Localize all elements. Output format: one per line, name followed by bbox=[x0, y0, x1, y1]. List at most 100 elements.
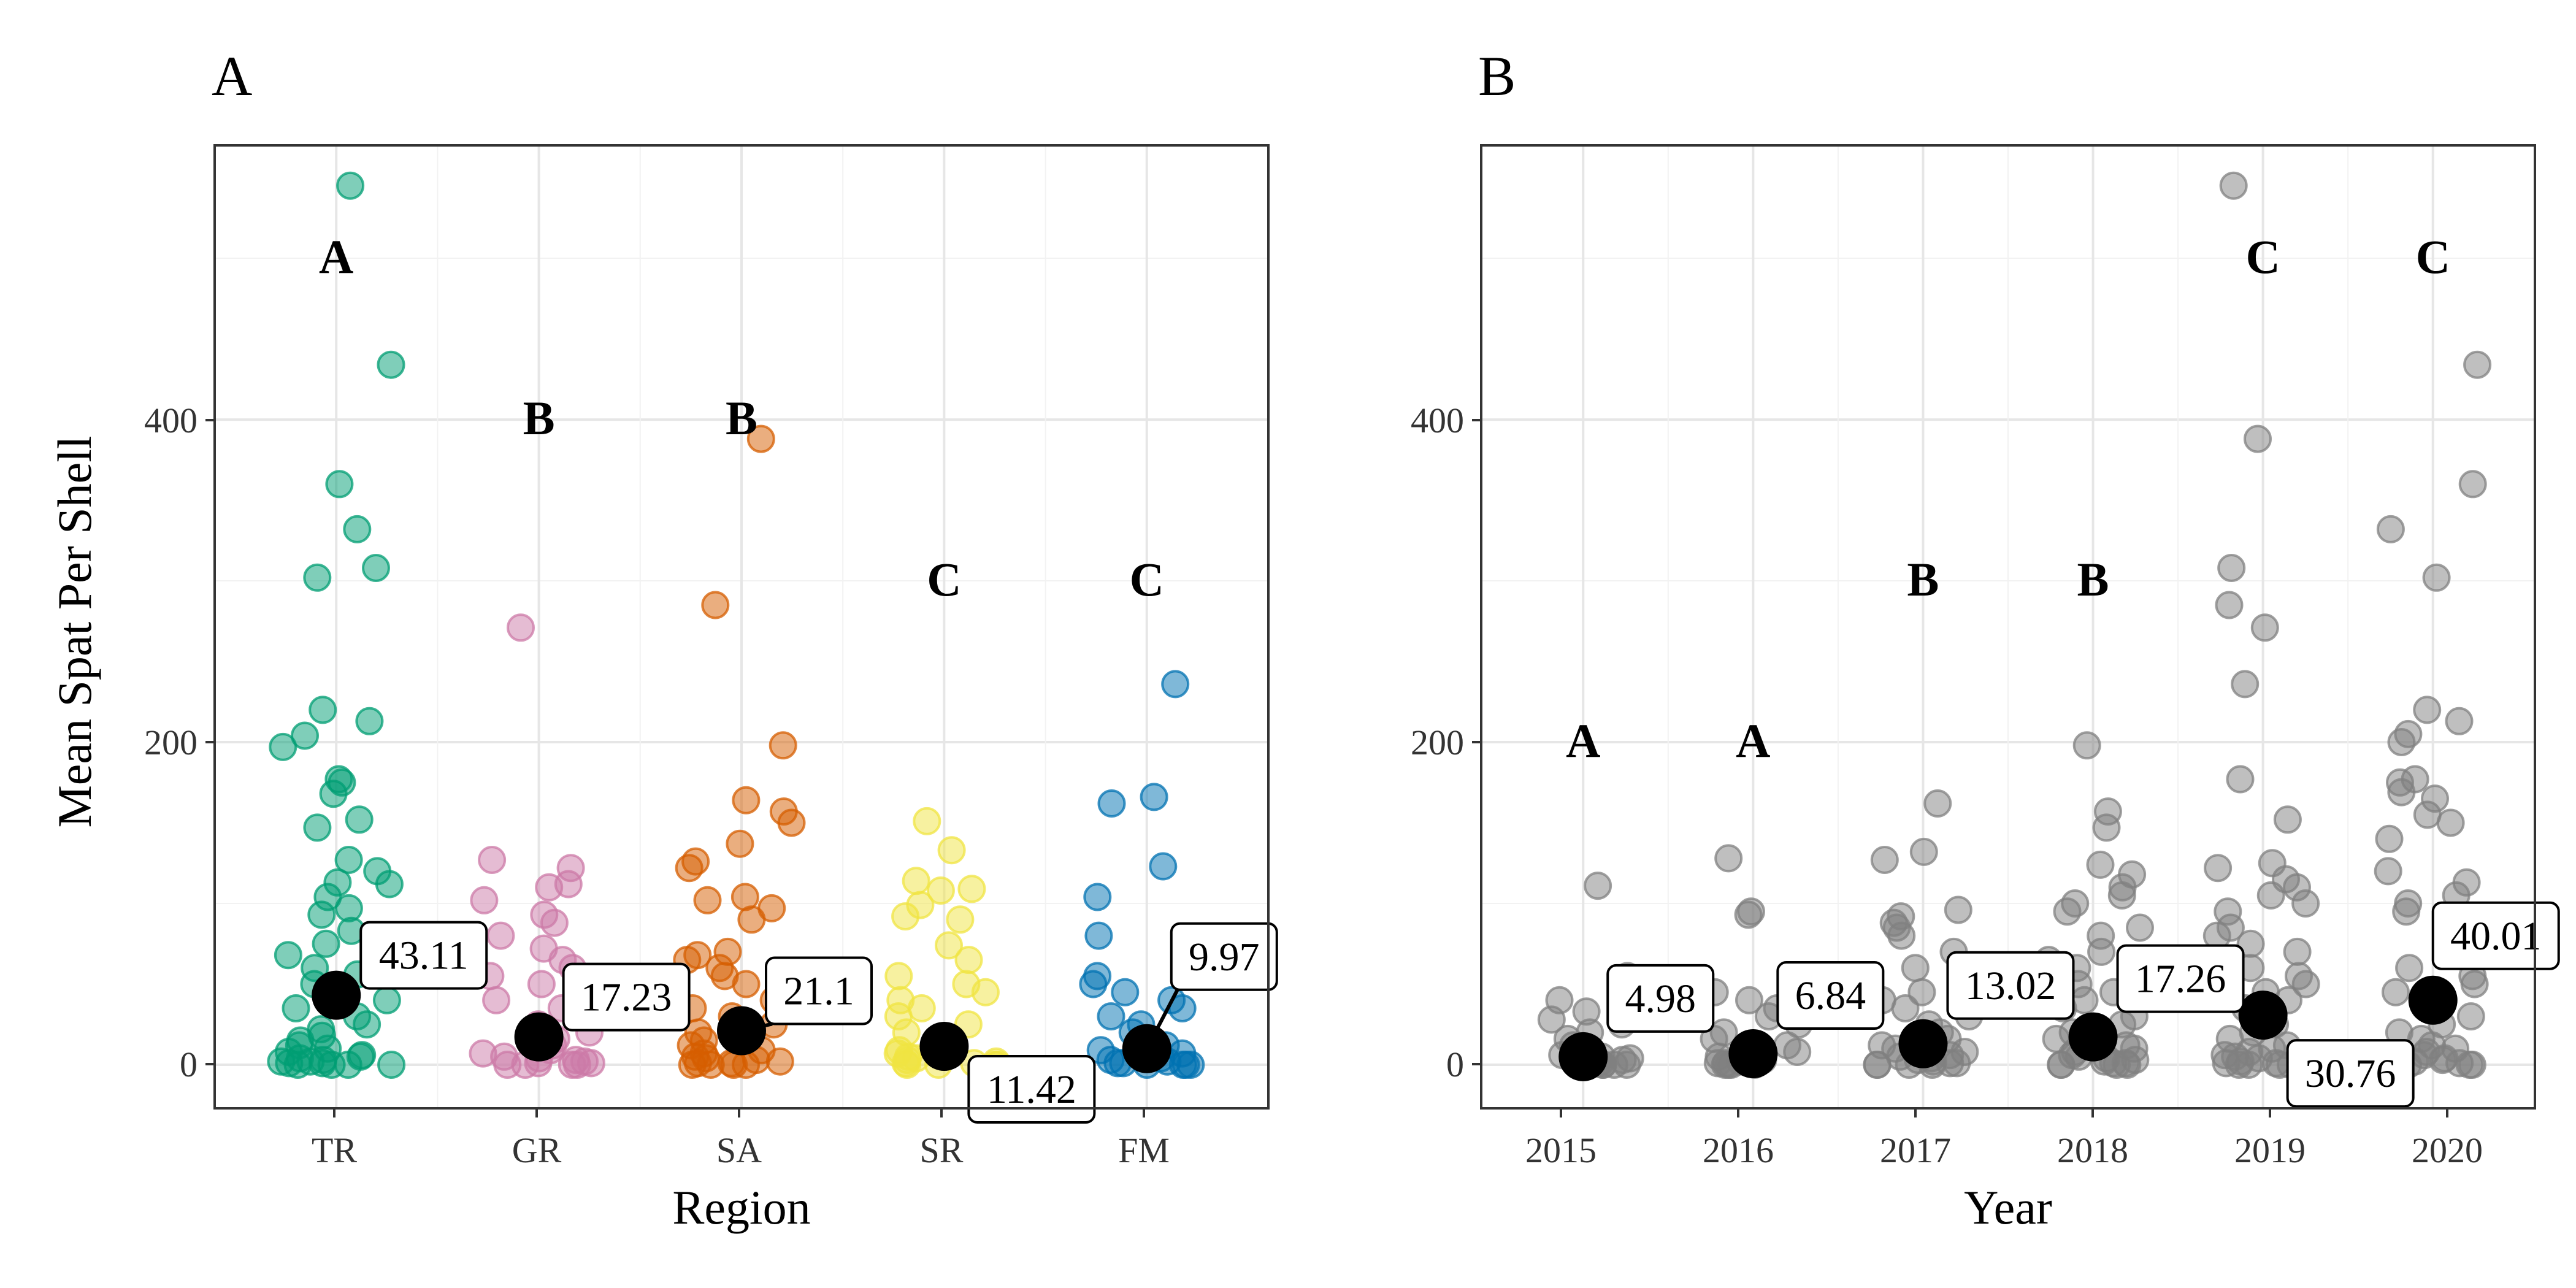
data-point bbox=[2094, 815, 2120, 840]
significance-letter: A bbox=[319, 230, 353, 283]
data-point bbox=[2221, 173, 2247, 199]
significance-letter: A bbox=[1736, 714, 1770, 767]
data-point bbox=[727, 831, 753, 857]
data-point bbox=[1098, 1003, 1124, 1029]
data-point bbox=[2258, 883, 2284, 908]
data-point bbox=[483, 987, 509, 1013]
data-point bbox=[2375, 858, 2401, 884]
data-point bbox=[2447, 708, 2472, 734]
data-point bbox=[2457, 1052, 2483, 1078]
data-point bbox=[2236, 1052, 2261, 1078]
data-point bbox=[347, 807, 372, 832]
data-point bbox=[2048, 1052, 2074, 1078]
data-point bbox=[1925, 791, 1950, 816]
data-point bbox=[1150, 854, 1176, 880]
mean-label: 30.76 bbox=[2305, 1051, 2396, 1096]
mean-label: 6.84 bbox=[1795, 973, 1866, 1018]
mean-label: 11.42 bbox=[987, 1067, 1076, 1112]
y-axis-title: Mean Spat Per Shell bbox=[48, 435, 101, 827]
significance-letter: C bbox=[2245, 230, 2280, 283]
data-point bbox=[1585, 873, 1611, 899]
significance-letter: C bbox=[1130, 553, 1164, 606]
mean-marker bbox=[2239, 991, 2288, 1040]
data-point bbox=[738, 907, 764, 932]
data-point bbox=[914, 808, 940, 834]
significance-letter: C bbox=[2416, 230, 2450, 283]
data-point bbox=[564, 1052, 590, 1078]
data-point bbox=[1080, 972, 1106, 997]
panel-b: B A AB BC C 4.98 6.84 13.02 17.2630.7640.01 0 … bbox=[1411, 45, 2559, 1234]
data-point bbox=[374, 987, 400, 1013]
panel-b-x-ticks: 2015 2016 2017 2018 2019 2020 bbox=[1525, 1108, 2483, 1170]
significance-letter: A bbox=[1566, 714, 1600, 767]
data-point bbox=[2127, 915, 2153, 941]
data-point bbox=[770, 732, 796, 758]
data-point bbox=[2396, 955, 2422, 981]
data-point bbox=[886, 963, 911, 989]
data-point bbox=[909, 995, 935, 1021]
significance-letter: B bbox=[1907, 553, 1939, 606]
data-point bbox=[1944, 1050, 1969, 1076]
data-point bbox=[2293, 891, 2318, 916]
panel-a-ytick-0: 0 bbox=[180, 1045, 197, 1084]
data-point bbox=[1893, 995, 1919, 1021]
data-point bbox=[1086, 923, 1111, 949]
data-point bbox=[2088, 852, 2114, 878]
data-point bbox=[721, 1052, 746, 1078]
data-point bbox=[270, 734, 296, 760]
panel-b-x-axis-title: Year bbox=[1964, 1181, 2052, 1234]
data-point bbox=[2438, 810, 2464, 836]
panel-b-y-ticks: 0 200 400 bbox=[1411, 401, 1481, 1084]
panel-a-ytick-200: 200 bbox=[144, 723, 197, 762]
data-point bbox=[529, 972, 554, 997]
data-point bbox=[304, 565, 330, 591]
data-point bbox=[894, 1052, 920, 1078]
data-point bbox=[939, 837, 965, 863]
data-point bbox=[2424, 565, 2450, 591]
data-point bbox=[2217, 592, 2242, 618]
panel-b-tag: B bbox=[1478, 45, 1516, 107]
data-point bbox=[2460, 471, 2486, 497]
data-point bbox=[2388, 780, 2414, 805]
data-point bbox=[767, 1049, 793, 1075]
panel-b-xtick-2018: 2018 bbox=[2057, 1130, 2128, 1170]
data-point bbox=[903, 868, 929, 894]
data-point bbox=[377, 872, 402, 897]
data-point bbox=[734, 972, 759, 997]
data-point bbox=[1888, 923, 1914, 949]
panel-a-xtick-tr: TR bbox=[312, 1130, 357, 1170]
panel-a-tag: A bbox=[212, 45, 252, 107]
data-point bbox=[471, 887, 497, 913]
data-point bbox=[321, 781, 347, 807]
data-point bbox=[2245, 426, 2271, 452]
data-point bbox=[2074, 732, 2100, 758]
data-point bbox=[2275, 807, 2301, 832]
mean-label: 17.26 bbox=[2135, 957, 2226, 1002]
data-point bbox=[1715, 845, 1741, 871]
mean-marker bbox=[1558, 1032, 1608, 1081]
panel-a: A A B B C C 43.11 17.23 21.1 11.42 9.97 0 200 40… bbox=[144, 45, 1277, 1234]
data-point bbox=[2458, 1003, 2484, 1029]
data-point bbox=[2377, 826, 2402, 852]
panel-a-x-axis-title: Region bbox=[672, 1181, 810, 1234]
significance-letter: B bbox=[523, 391, 555, 445]
data-point bbox=[973, 979, 999, 1005]
mean-label: 21.1 bbox=[783, 969, 854, 1014]
data-point bbox=[1872, 847, 1898, 873]
data-point bbox=[2252, 615, 2278, 640]
significance-letter: B bbox=[726, 391, 757, 445]
mean-marker bbox=[919, 1022, 968, 1071]
data-point bbox=[1170, 1052, 1196, 1078]
panel-b-ytick-200: 200 bbox=[1411, 723, 1464, 762]
significance-letter: B bbox=[2077, 553, 2109, 606]
mean-marker bbox=[1728, 1029, 1777, 1078]
data-point bbox=[1784, 1039, 1810, 1065]
panel-a-xtick-sa: SA bbox=[716, 1130, 762, 1170]
data-point bbox=[310, 697, 335, 723]
panel-a-xtick-gr: GR bbox=[512, 1130, 562, 1170]
data-point bbox=[313, 931, 339, 957]
data-point bbox=[2378, 516, 2404, 542]
mean-label: 43.11 bbox=[379, 933, 469, 978]
data-point bbox=[378, 352, 404, 378]
mean-label: 13.02 bbox=[1965, 964, 2057, 1008]
